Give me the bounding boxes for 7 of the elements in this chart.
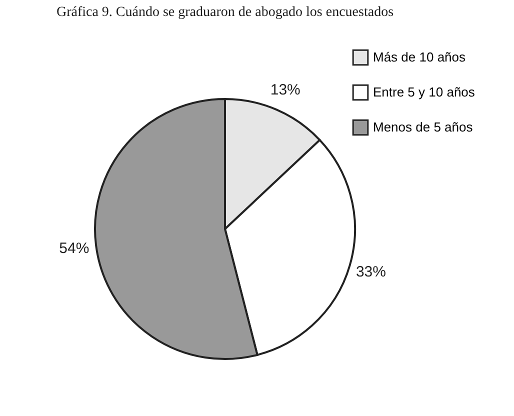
legend-label: Entre 5 y 10 años: [373, 84, 476, 100]
legend-label: Más de 10 años: [373, 50, 466, 64]
legend-label: Menos de 5 años: [373, 120, 474, 134]
data-label: 13%: [270, 82, 300, 98]
chart-title: Gráfica 9. Cuándo se graduaron de abogado los encuestados: [56, 5, 394, 20]
data-label: 33%: [356, 263, 386, 280]
data-label: 54%: [59, 240, 90, 258]
